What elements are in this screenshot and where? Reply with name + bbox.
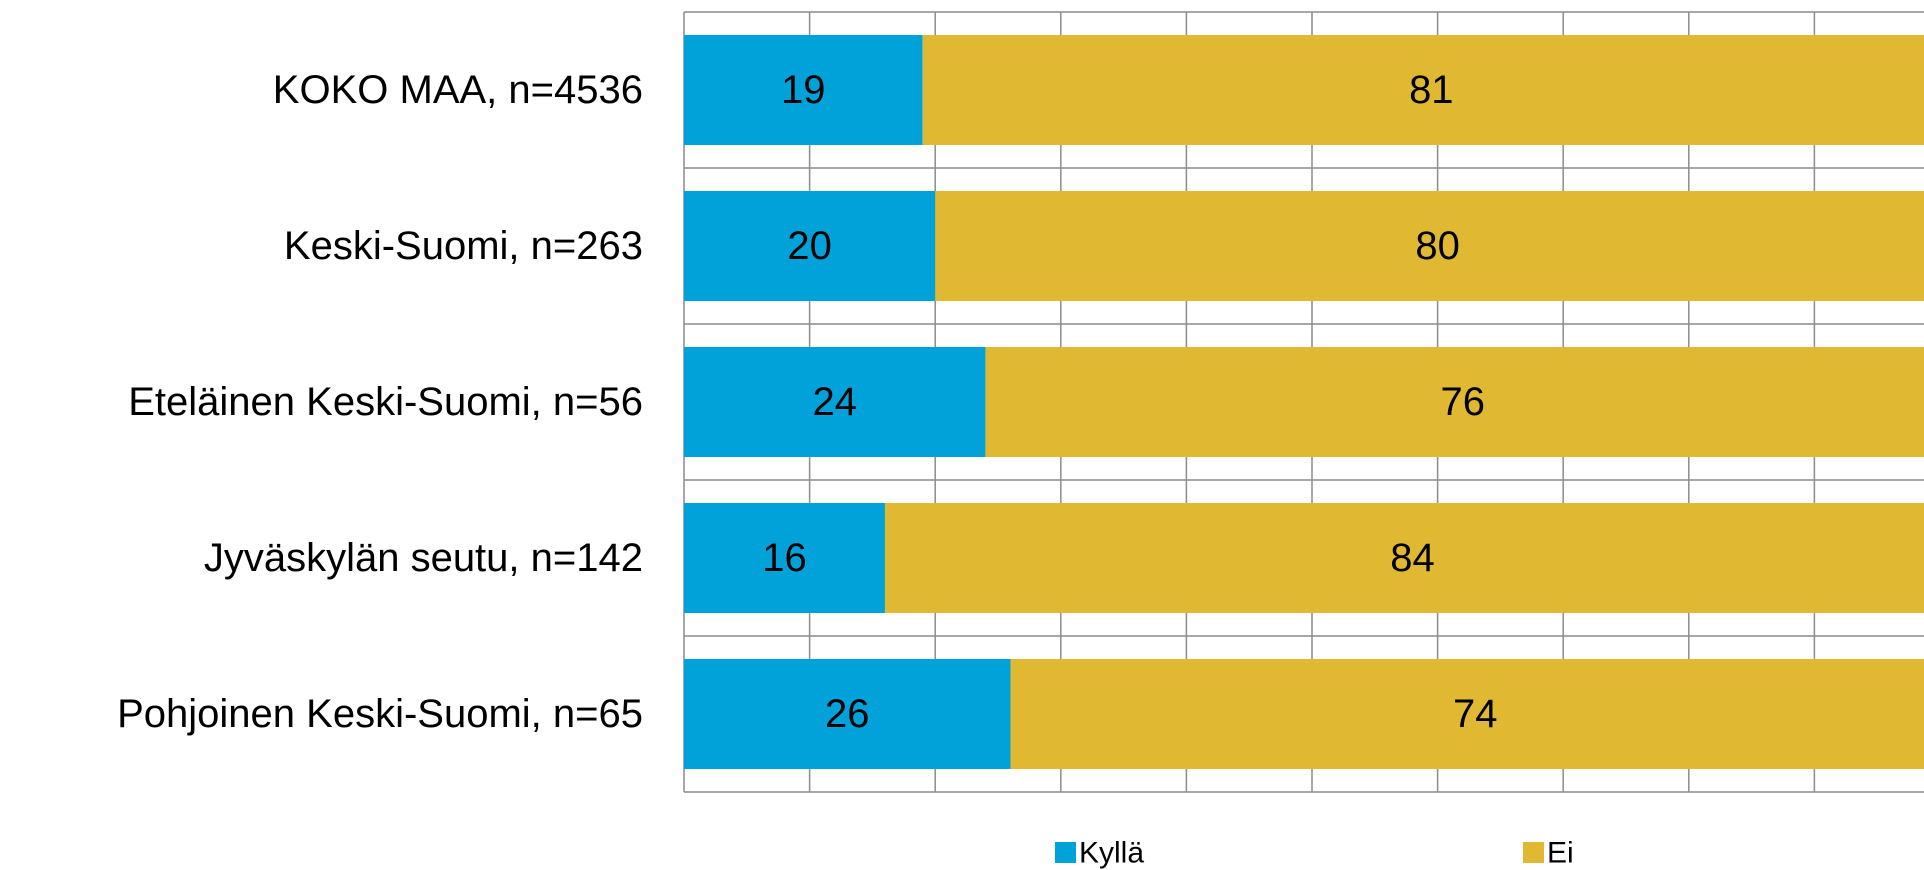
bar-ei [884, 503, 1924, 613]
data-label: 84 [1390, 536, 1435, 580]
bar-kyll- [684, 191, 936, 301]
category-label: KOKO MAA, n=4536 [273, 68, 643, 112]
legend: Kyllä Ei [1055, 837, 1574, 870]
bar-ei [935, 191, 1924, 301]
bar-ei [1010, 659, 1924, 769]
category-label: Jyväskylän seutu, n=142 [204, 536, 643, 580]
data-label: 76 [1440, 380, 1485, 424]
category-labels: KOKO MAA, n=4536 Keski-Suomi, n=263 Eteläi… [117, 68, 643, 736]
bar-kyll- [684, 35, 923, 145]
data-label: 19 [781, 68, 826, 112]
data-label: 20 [787, 224, 832, 268]
data-label: 74 [1453, 692, 1498, 736]
data-label: 80 [1415, 224, 1460, 268]
data-labels: 19 81 20 80 24 76 16 84 26 74 [762, 68, 1497, 736]
data-label: 16 [762, 536, 807, 580]
category-label: Pohjoinen Keski-Suomi, n=65 [117, 692, 643, 736]
bar-kyll- [684, 503, 885, 613]
legend-label: Kyllä [1079, 837, 1144, 870]
bar-kyll- [684, 347, 986, 457]
data-label: 26 [825, 692, 870, 736]
bar-ei [985, 347, 1924, 457]
legend-label: Ei [1547, 837, 1574, 870]
category-label: Eteläinen Keski-Suomi, n=56 [128, 380, 643, 424]
bar-ei [922, 35, 1924, 145]
bars [684, 35, 1924, 769]
data-label: 24 [812, 380, 857, 424]
category-label: Keski-Suomi, n=263 [284, 224, 643, 268]
data-label: 81 [1409, 68, 1454, 112]
bar-kyll- [684, 659, 1011, 769]
legend-swatch [1523, 842, 1544, 863]
legend-swatch [1055, 842, 1076, 863]
